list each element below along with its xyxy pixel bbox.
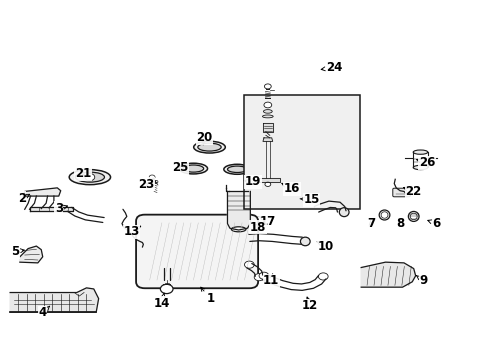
Text: 22: 22 xyxy=(403,185,421,198)
Circle shape xyxy=(254,274,264,281)
Circle shape xyxy=(264,102,271,108)
Polygon shape xyxy=(361,262,415,287)
Ellipse shape xyxy=(75,172,104,182)
Text: 11: 11 xyxy=(263,274,279,287)
Text: 18: 18 xyxy=(249,221,266,234)
Text: 9: 9 xyxy=(416,274,427,287)
Ellipse shape xyxy=(193,141,225,153)
Ellipse shape xyxy=(412,165,427,170)
Ellipse shape xyxy=(409,213,416,220)
FancyBboxPatch shape xyxy=(136,215,258,288)
Ellipse shape xyxy=(380,212,387,218)
Ellipse shape xyxy=(262,115,273,118)
Polygon shape xyxy=(23,188,61,196)
Polygon shape xyxy=(263,123,272,132)
Text: 5: 5 xyxy=(11,245,24,258)
Ellipse shape xyxy=(300,237,309,246)
Text: 20: 20 xyxy=(196,131,212,145)
Circle shape xyxy=(264,84,271,89)
Text: 13: 13 xyxy=(123,225,141,238)
Text: 6: 6 xyxy=(427,217,440,230)
Text: 26: 26 xyxy=(416,156,434,169)
Circle shape xyxy=(160,284,173,294)
Circle shape xyxy=(149,175,155,179)
Ellipse shape xyxy=(378,210,389,220)
Bar xyxy=(243,95,360,209)
Polygon shape xyxy=(256,178,279,182)
Text: 17: 17 xyxy=(259,215,275,228)
Circle shape xyxy=(244,261,254,268)
Text: 2: 2 xyxy=(18,192,30,205)
Text: 4: 4 xyxy=(39,306,49,319)
Text: 3: 3 xyxy=(55,202,67,215)
Circle shape xyxy=(264,182,270,186)
Circle shape xyxy=(259,272,268,279)
Ellipse shape xyxy=(263,110,272,113)
Text: 23: 23 xyxy=(138,178,154,191)
Ellipse shape xyxy=(224,164,250,174)
Ellipse shape xyxy=(231,227,245,232)
FancyBboxPatch shape xyxy=(392,188,409,197)
Circle shape xyxy=(154,180,158,183)
Ellipse shape xyxy=(412,150,427,154)
Ellipse shape xyxy=(69,170,110,185)
Text: 10: 10 xyxy=(317,240,334,253)
Text: 12: 12 xyxy=(302,297,318,312)
Text: 19: 19 xyxy=(244,175,261,188)
Ellipse shape xyxy=(339,208,348,217)
Ellipse shape xyxy=(183,165,203,172)
Circle shape xyxy=(318,273,327,280)
Polygon shape xyxy=(10,288,99,312)
Text: 8: 8 xyxy=(395,217,404,230)
Circle shape xyxy=(85,174,95,181)
Text: 25: 25 xyxy=(172,161,188,174)
Ellipse shape xyxy=(407,211,418,221)
Text: 21: 21 xyxy=(75,167,91,180)
Text: 1: 1 xyxy=(201,287,214,305)
Polygon shape xyxy=(263,138,272,141)
Polygon shape xyxy=(20,246,42,263)
Text: 15: 15 xyxy=(300,193,319,206)
Polygon shape xyxy=(227,192,250,230)
Ellipse shape xyxy=(198,143,221,151)
Text: 7: 7 xyxy=(366,217,374,230)
Ellipse shape xyxy=(179,163,207,174)
Text: 24: 24 xyxy=(321,61,342,74)
Text: 14: 14 xyxy=(153,293,170,310)
Ellipse shape xyxy=(227,166,246,172)
Text: 16: 16 xyxy=(281,183,300,195)
